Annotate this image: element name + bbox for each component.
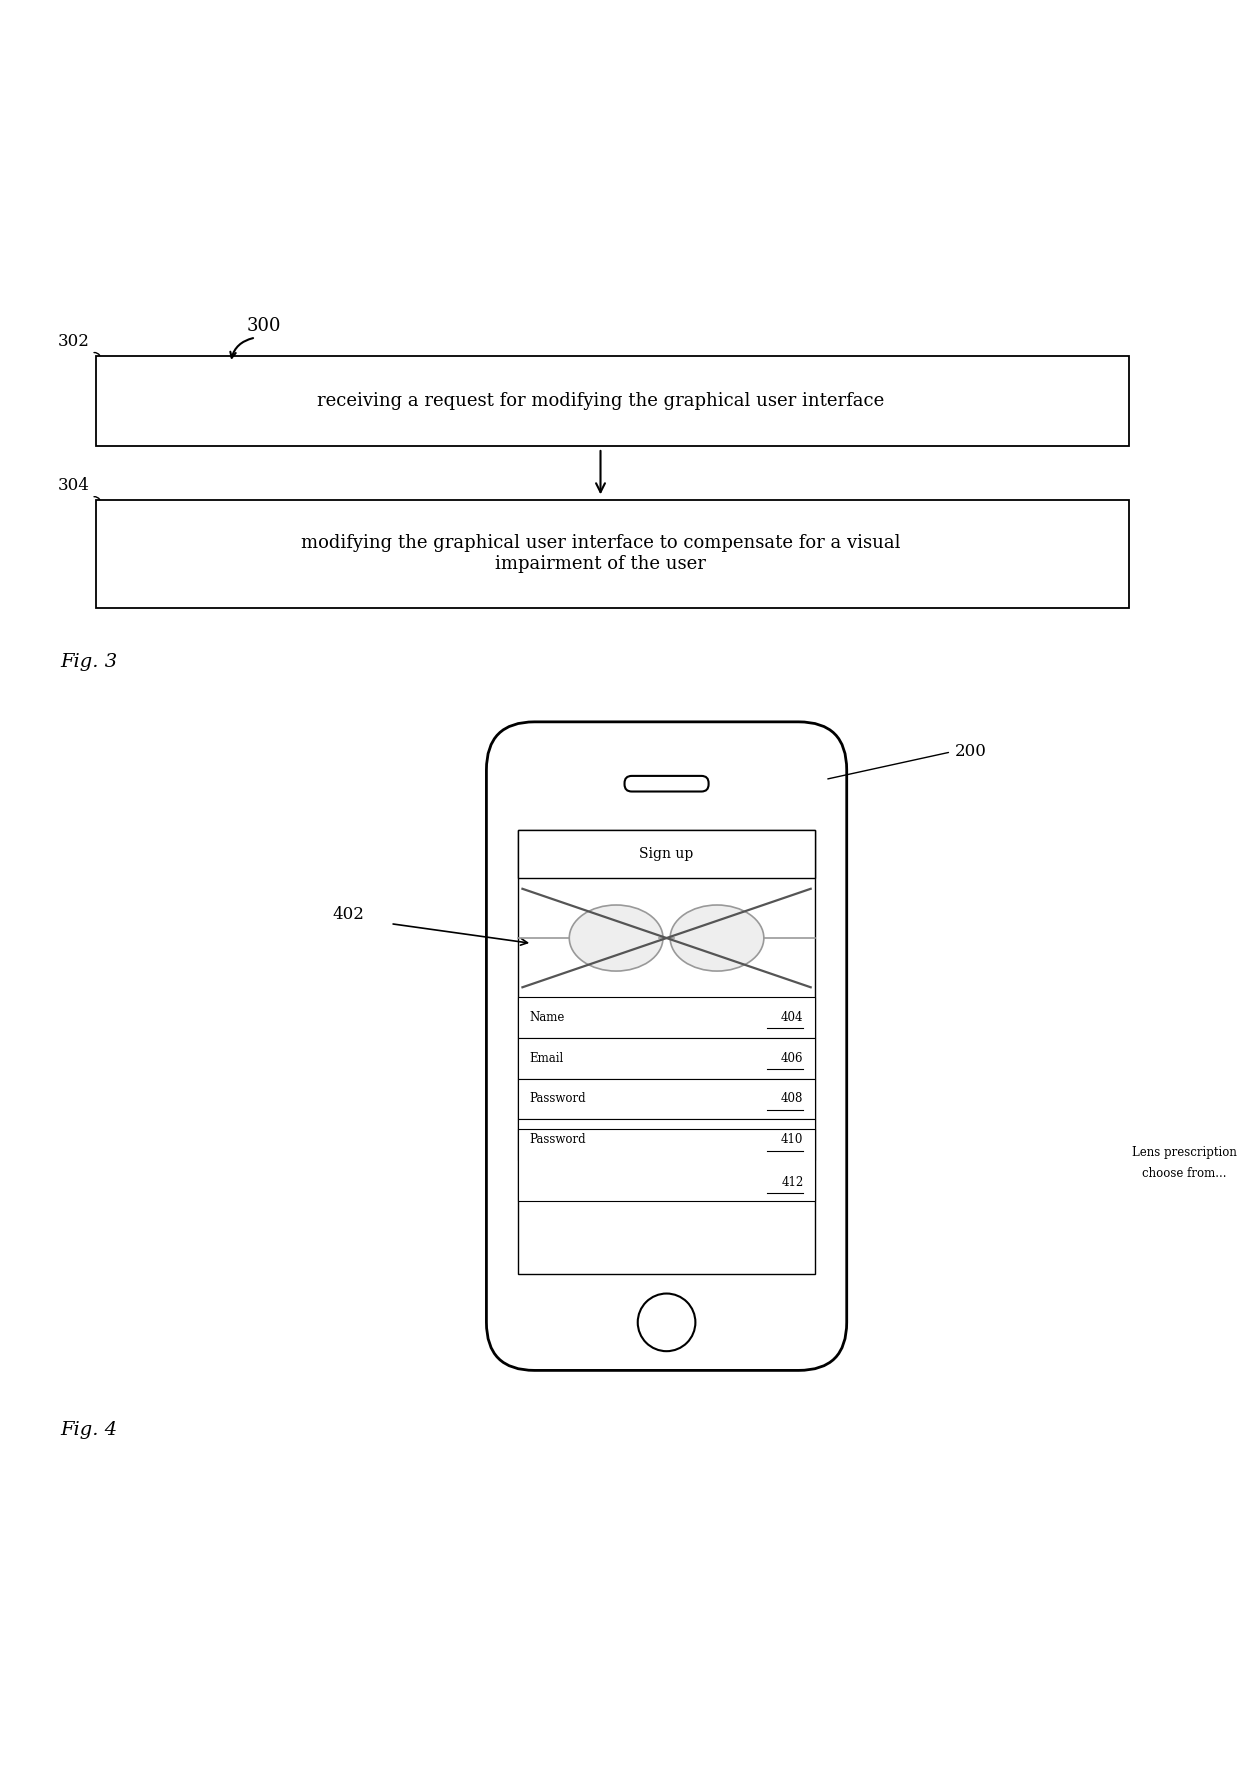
- Text: choose from...: choose from...: [1142, 1167, 1226, 1181]
- FancyBboxPatch shape: [95, 500, 1128, 607]
- Text: 412: 412: [781, 1176, 804, 1190]
- Text: 408: 408: [781, 1093, 804, 1106]
- Circle shape: [637, 1294, 696, 1351]
- Text: Sign up: Sign up: [640, 848, 693, 860]
- Text: 410: 410: [781, 1133, 804, 1147]
- FancyBboxPatch shape: [517, 1120, 816, 1159]
- Text: 300: 300: [247, 317, 281, 335]
- Text: modifying the graphical user interface to compensate for a visual
impairment of : modifying the graphical user interface t…: [301, 534, 900, 573]
- Text: 302: 302: [58, 333, 91, 349]
- Text: 304: 304: [58, 477, 91, 493]
- FancyBboxPatch shape: [486, 722, 847, 1371]
- Ellipse shape: [569, 905, 663, 971]
- Ellipse shape: [670, 905, 764, 971]
- FancyBboxPatch shape: [517, 1038, 816, 1079]
- Text: Fig. 3: Fig. 3: [60, 652, 117, 670]
- FancyBboxPatch shape: [517, 1129, 816, 1201]
- Text: Lens prescription: Lens prescription: [1132, 1145, 1236, 1159]
- Text: 402: 402: [332, 905, 365, 923]
- FancyBboxPatch shape: [517, 996, 816, 1038]
- FancyBboxPatch shape: [517, 830, 816, 878]
- Text: 200: 200: [955, 744, 987, 760]
- Text: Email: Email: [529, 1052, 564, 1064]
- Text: Fig. 4: Fig. 4: [60, 1421, 117, 1439]
- Text: Password: Password: [529, 1093, 587, 1106]
- Text: receiving a request for modifying the graphical user interface: receiving a request for modifying the gr…: [317, 392, 884, 410]
- FancyBboxPatch shape: [95, 355, 1128, 446]
- Text: 406: 406: [781, 1052, 804, 1064]
- FancyBboxPatch shape: [625, 776, 708, 792]
- FancyBboxPatch shape: [517, 1079, 816, 1120]
- Text: 404: 404: [781, 1011, 804, 1023]
- FancyBboxPatch shape: [517, 830, 816, 1274]
- Text: Name: Name: [529, 1011, 565, 1023]
- Text: Password: Password: [529, 1133, 587, 1147]
